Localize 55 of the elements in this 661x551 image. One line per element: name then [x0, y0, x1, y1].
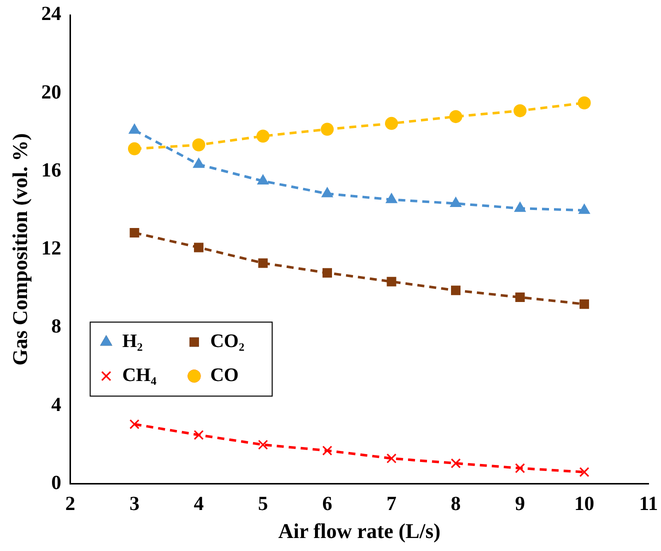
point	[128, 142, 141, 156]
point	[515, 463, 526, 474]
point	[580, 299, 590, 309]
point	[192, 138, 206, 152]
point	[514, 104, 527, 118]
point	[515, 292, 525, 302]
point	[320, 122, 334, 136]
x-tick-label: 4	[194, 492, 204, 515]
point	[514, 202, 526, 212]
point	[449, 110, 462, 124]
x-tick-label: 7	[386, 492, 397, 515]
x-tick-label: 2	[65, 492, 76, 515]
point	[451, 286, 461, 296]
point	[258, 440, 268, 450]
x-tick-label: 6	[322, 492, 332, 515]
x-axis-title: Air flow rate (L/s)	[278, 518, 441, 543]
x-tick-label: 11	[639, 492, 658, 515]
x-tick-label: 10	[574, 492, 594, 515]
point	[386, 453, 396, 464]
legend-label: CO	[210, 364, 239, 386]
point	[256, 130, 270, 143]
point	[386, 193, 398, 204]
y-tick-label: 16	[41, 159, 62, 182]
point	[578, 96, 591, 110]
point	[322, 268, 332, 278]
y-tick-label: 24	[41, 3, 62, 26]
legend-label: CO₂	[210, 330, 245, 352]
y-tick-label: 4	[51, 394, 62, 416]
point	[194, 430, 204, 440]
point	[130, 228, 140, 238]
legend-label: CH₄	[122, 364, 157, 386]
legend-label: H₂	[122, 330, 143, 352]
y-axis-title: Gas Composition (vol. %)	[8, 133, 32, 366]
point	[579, 467, 590, 478]
point	[322, 187, 333, 198]
point	[386, 276, 396, 286]
point	[450, 458, 461, 468]
x-tick-label: 8	[450, 492, 461, 515]
x-tick-label: 5	[258, 492, 268, 515]
x-tick-label: 3	[129, 492, 140, 515]
point	[578, 204, 590, 214]
y-tick-label: 8	[51, 316, 62, 338]
y-tick-label: 20	[41, 81, 62, 104]
point	[450, 196, 462, 207]
y-tick-label: 12	[41, 238, 62, 260]
point	[128, 124, 140, 134]
point	[193, 158, 204, 168]
x-tick-label: 9	[515, 492, 526, 515]
point	[385, 116, 398, 130]
point	[322, 446, 332, 456]
point	[257, 174, 269, 185]
point	[258, 258, 268, 268]
point	[129, 419, 140, 430]
point	[194, 242, 204, 252]
y-tick-label: 0	[51, 472, 62, 494]
